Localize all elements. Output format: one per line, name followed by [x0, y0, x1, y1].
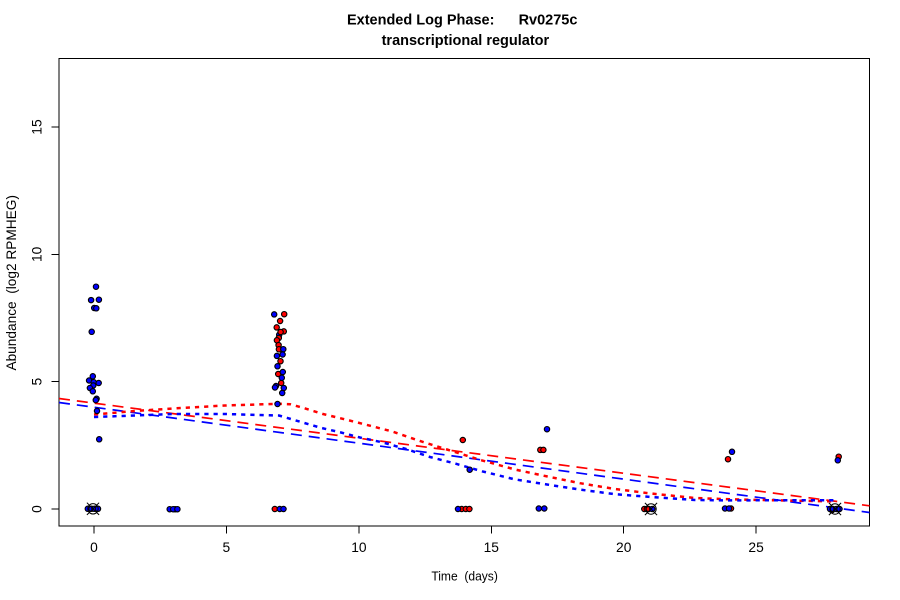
- svg-text:Time (days): Time (days): [431, 568, 498, 583]
- svg-text:0: 0: [30, 505, 45, 513]
- svg-text:15: 15: [484, 540, 500, 555]
- svg-text:10: 10: [30, 246, 45, 262]
- svg-text:0: 0: [90, 540, 98, 555]
- svg-text:15: 15: [30, 119, 45, 135]
- svg-text:transcriptional regulator: transcriptional regulator: [382, 33, 550, 49]
- svg-text:Extended Log Phase: Rv027: Extended Log Phase: Rv0275c: [347, 13, 577, 29]
- svg-text:5: 5: [30, 378, 45, 386]
- svg-text:25: 25: [748, 540, 764, 555]
- svg-text:20: 20: [616, 540, 632, 555]
- svg-text:Abundance (log2 RPMHEG): Abundance (log2 RPMHEG): [4, 195, 19, 371]
- svg-text:10: 10: [351, 540, 367, 555]
- svg-text:5: 5: [223, 540, 231, 555]
